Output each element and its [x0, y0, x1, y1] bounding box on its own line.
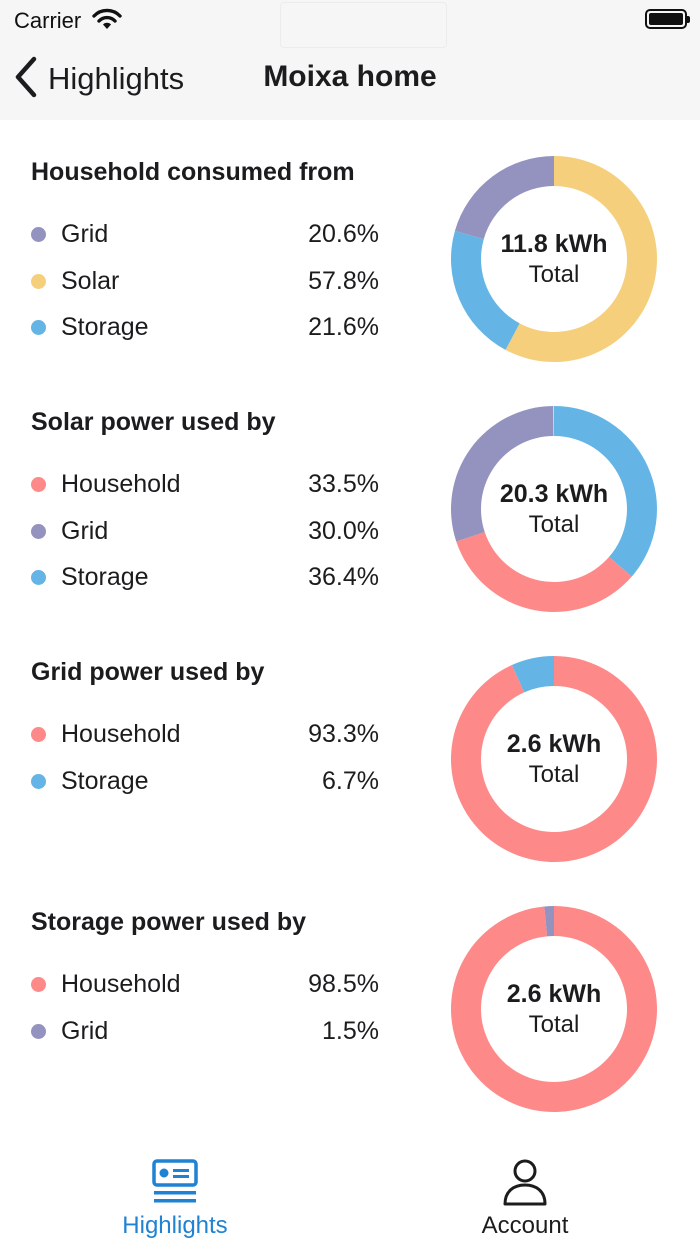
storage-power-section: Storage power used by Household 98.5% Gr…: [0, 870, 700, 1120]
battery-icon: [645, 9, 690, 29]
navigation-bar: Carrier Highlights Moixa home: [0, 0, 700, 120]
back-button[interactable]: Highlights: [14, 56, 184, 102]
donut-total-label: Total: [528, 511, 580, 538]
legend-value: 20.6%: [308, 220, 379, 248]
solar-power-section: Solar power used by Household 33.5% Grid…: [0, 370, 700, 620]
legend-value: 30.0%: [308, 517, 379, 545]
legend-label: Grid: [61, 220, 109, 248]
donut-chart: 20.3 kWh Total: [450, 405, 658, 613]
donut-total-value: 2.6 kWh: [506, 730, 602, 758]
legend-item: Storage 21.6%: [31, 307, 379, 347]
legend-value: 98.5%: [308, 970, 379, 998]
legend-label: Household: [61, 470, 181, 498]
legend-dot: [31, 570, 46, 585]
legend-value: 57.8%: [308, 267, 379, 295]
donut-total-value: 20.3 kWh: [499, 480, 609, 508]
legend-label: Household: [61, 970, 181, 998]
tab-label: Highlights: [122, 1212, 228, 1239]
section-title: Storage power used by: [31, 908, 307, 936]
carrier-label: Carrier: [14, 8, 82, 33]
legend-dot: [31, 977, 46, 992]
donut-total-label: Total: [528, 761, 580, 788]
tab-bar: Highlights Account: [0, 1140, 700, 1244]
account-icon: [501, 1158, 549, 1211]
legend-dot: [31, 320, 46, 335]
legend-item: Solar 57.8%: [31, 261, 379, 301]
back-label: Highlights: [48, 61, 185, 96]
household-consumed-section: Household consumed from Grid 20.6% Solar…: [0, 120, 700, 370]
donut-total-label: Total: [528, 1011, 580, 1038]
legend-value: 93.3%: [308, 720, 379, 748]
legend-item: Storage 36.4%: [31, 557, 379, 597]
donut-total-value: 2.6 kWh: [506, 980, 602, 1008]
legend-value: 36.4%: [308, 563, 379, 591]
donut-chart: 2.6 kWh Total: [450, 905, 658, 1113]
legend-value: 6.7%: [322, 767, 379, 795]
section-title: Grid power used by: [31, 658, 265, 686]
section-title: Household consumed from: [31, 158, 355, 186]
legend-dot: [31, 727, 46, 742]
legend-item: Grid 20.6%: [31, 214, 379, 254]
donut-segment-solar: [505, 156, 657, 362]
chevron-left-icon: [14, 56, 38, 103]
legend-label: Storage: [61, 563, 149, 591]
legend-label: Storage: [61, 313, 149, 341]
legend-item: Household 33.5%: [31, 464, 379, 504]
tab-account[interactable]: Account: [350, 1140, 700, 1244]
donut-segment-storage: [511, 656, 554, 693]
legend-value: 33.5%: [308, 470, 379, 498]
donut-segment-household: [456, 531, 632, 612]
wifi-icon: [92, 8, 122, 35]
donut-total-label: Total: [528, 261, 580, 288]
donut-segment-grid: [454, 156, 554, 240]
legend-value: 1.5%: [322, 1017, 379, 1045]
tab-label: Account: [481, 1212, 569, 1239]
highlights-icon: [151, 1158, 199, 1211]
donut-chart: 2.6 kWh Total: [450, 655, 658, 863]
legend-dot: [31, 1024, 46, 1039]
donut-segment-storage: [451, 230, 520, 350]
donut-total-value: 11.8 kWh: [500, 230, 608, 258]
legend-item: Storage 6.7%: [31, 761, 379, 801]
legend-label: Storage: [61, 767, 149, 795]
legend-dot: [31, 774, 46, 789]
legend-item: Grid 30.0%: [31, 511, 379, 551]
donut-segment-grid: [451, 406, 554, 542]
legend-dot: [31, 274, 46, 289]
legend-label: Grid: [61, 1017, 109, 1045]
legend-value: 21.6%: [308, 313, 379, 341]
legend-dot: [31, 477, 46, 492]
section-title: Solar power used by: [31, 408, 276, 436]
status-bar-notch: [280, 2, 447, 48]
donut-segment-storage: [554, 406, 657, 577]
grid-power-section: Grid power used by Household 93.3% Stora…: [0, 620, 700, 870]
page-title: Moixa home: [263, 60, 437, 93]
legend-item: Household 98.5%: [31, 964, 379, 1004]
legend-dot: [31, 524, 46, 539]
legend-dot: [31, 227, 46, 242]
legend-item: Grid 1.5%: [31, 1011, 379, 1051]
legend-item: Household 93.3%: [31, 714, 379, 754]
legend-label: Household: [61, 720, 181, 748]
legend-label: Grid: [61, 517, 109, 545]
donut-segment-grid: [544, 906, 554, 937]
legend-label: Solar: [61, 267, 120, 295]
tab-highlights[interactable]: Highlights: [0, 1140, 350, 1244]
donut-chart: 11.8 kWh Total: [450, 155, 658, 363]
